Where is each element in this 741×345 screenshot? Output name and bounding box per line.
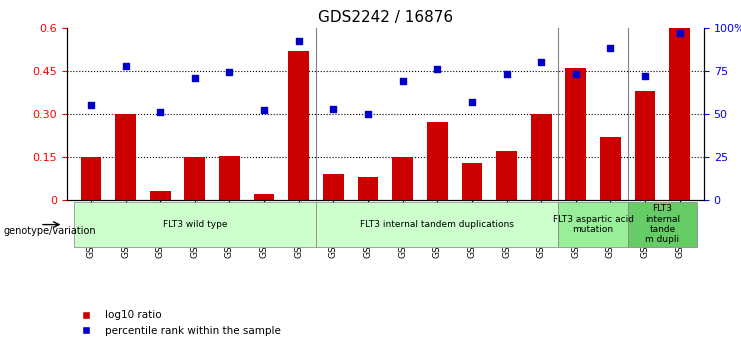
Point: [328, 106, 339, 111]
Bar: [392, 157, 413, 200]
Bar: [531, 114, 551, 200]
Bar: [81, 157, 102, 200]
Legend: log10 ratio, percentile rank within the sample: log10 ratio, percentile rank within the …: [72, 306, 285, 340]
Point: [466, 99, 478, 105]
Text: FLT3 internal tandem duplications: FLT3 internal tandem duplications: [360, 220, 514, 229]
Text: FLT3 aspartic acid
mutation: FLT3 aspartic acid mutation: [553, 215, 634, 234]
Bar: [288, 51, 309, 200]
Point: [605, 46, 617, 51]
Point: [85, 102, 97, 108]
Bar: [185, 157, 205, 200]
Point: [396, 78, 408, 84]
Point: [119, 63, 131, 68]
Bar: [358, 177, 379, 200]
FancyBboxPatch shape: [559, 201, 628, 247]
Bar: [219, 156, 240, 200]
Bar: [427, 122, 448, 200]
Point: [570, 71, 582, 77]
Point: [154, 109, 166, 115]
Point: [224, 70, 236, 75]
Bar: [253, 194, 274, 200]
Text: FLT3
internal
tande
m dupli: FLT3 internal tande m dupli: [645, 204, 680, 244]
Bar: [115, 114, 136, 200]
Point: [674, 30, 685, 36]
FancyBboxPatch shape: [73, 201, 316, 247]
Point: [535, 59, 547, 65]
Point: [639, 73, 651, 79]
Bar: [600, 137, 621, 200]
Title: GDS2242 / 16876: GDS2242 / 16876: [318, 10, 453, 25]
Point: [293, 39, 305, 44]
Bar: [150, 191, 170, 200]
Point: [362, 111, 374, 117]
Point: [258, 108, 270, 113]
Bar: [496, 151, 517, 200]
Point: [431, 66, 443, 72]
Point: [501, 71, 513, 77]
Bar: [669, 28, 690, 200]
Bar: [462, 163, 482, 200]
FancyBboxPatch shape: [316, 201, 559, 247]
Text: FLT3 wild type: FLT3 wild type: [162, 220, 227, 229]
Bar: [565, 68, 586, 200]
Bar: [635, 91, 656, 200]
Point: [189, 75, 201, 80]
Bar: [323, 174, 344, 200]
Text: genotype/variation: genotype/variation: [4, 226, 96, 236]
FancyBboxPatch shape: [628, 201, 697, 247]
